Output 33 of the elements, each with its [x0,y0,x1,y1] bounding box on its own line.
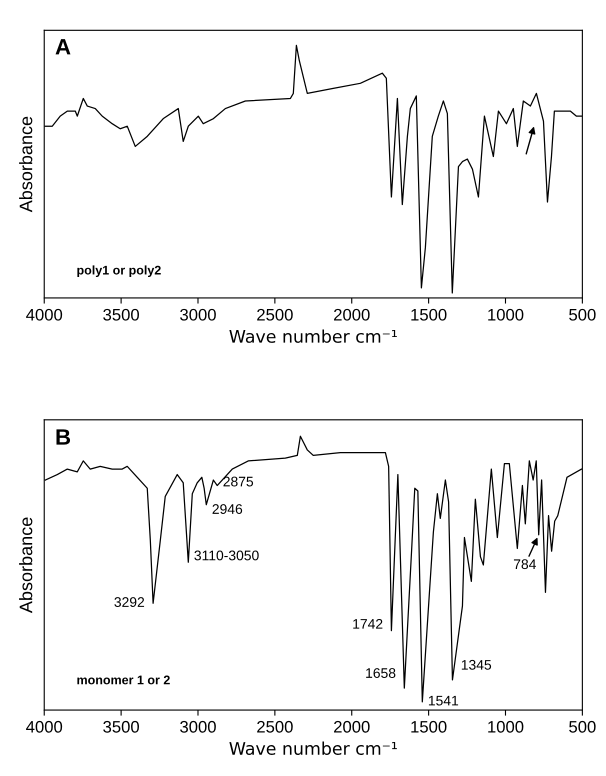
annotation: 1658 [366,668,396,678]
annotation: monomer 1 or 2 [77,676,170,684]
annotation: 1345 [462,660,492,670]
annotation: 2946 [212,504,242,514]
x-tick-label: 2000 [334,720,370,733]
chart-title: B [56,429,70,445]
annotation: 1541 [428,696,458,706]
x-tick-label: 500 [569,308,596,321]
x-tick-label: 1000 [488,720,524,733]
annotation: 3292 [114,597,144,607]
x-tick-label: 2500 [257,720,293,733]
x-tick-label: 4000 [26,308,62,321]
x-tick-label: 1500 [411,720,447,733]
x-tick-label: 2500 [257,308,293,321]
x-tick-label: 500 [569,720,596,733]
annotation: 2875 [223,476,254,486]
annotation: 1742 [353,618,382,629]
x-tick-label: 1500 [411,308,447,321]
y-axis-title: Absorbance [19,518,32,614]
y-axis-title: Absorbance [19,116,32,212]
chart-title: A [56,39,70,54]
x-tick-label: 2000 [334,308,370,321]
x-axis-title: Wave number cm⁻¹ [229,329,397,343]
x-tick-label: 3500 [103,308,139,321]
x-axis-title: Wave number cm⁻¹ [229,742,397,755]
annotation: 784 [514,559,536,570]
x-tick-label: 3000 [180,308,216,321]
annotation: 3110-3050 [194,550,259,560]
x-tick-label: 3000 [180,720,216,733]
x-tick-label: 3500 [103,720,139,733]
x-tick-label: 4000 [26,720,62,733]
annotation: poly1 or poly2 [77,265,161,278]
x-tick-label: 1000 [488,308,524,321]
